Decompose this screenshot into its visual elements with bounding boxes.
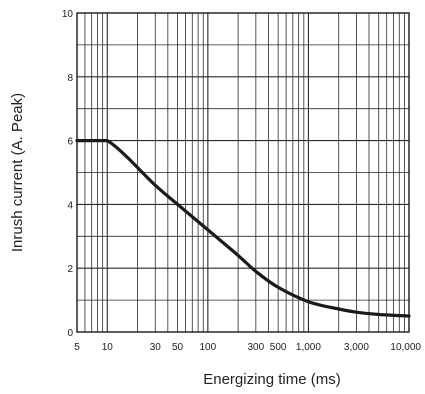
- x-tick-label: 10: [102, 342, 114, 353]
- x-tick-label: 10,000: [390, 342, 421, 353]
- y-axis-title: Inrush current (A. Peak): [9, 93, 26, 252]
- x-tick-label: 500: [270, 342, 287, 353]
- y-tick-label: 2: [67, 264, 73, 275]
- series-layer: [75, 139, 411, 318]
- grid: [76, 13, 409, 332]
- y-tick-label: 0: [67, 328, 73, 339]
- x-tick-label: 100: [200, 342, 217, 353]
- x-tick-label: 5: [74, 342, 80, 353]
- y-tick-label: 8: [67, 73, 73, 84]
- x-tick-label: 50: [172, 342, 184, 353]
- x-tick-label: 3,000: [344, 342, 369, 353]
- x-tick-label: 1,000: [296, 342, 321, 353]
- y-tick-label: 6: [67, 137, 73, 148]
- y-tick-label: 10: [62, 9, 74, 20]
- x-tick-labels: 5 10 30 50 100 300 500 1,000 3,000 10,000: [74, 342, 421, 353]
- y-tick-labels: 0 2 4 6 8 10: [62, 9, 74, 339]
- x-axis-title: Energizing time (ms): [203, 371, 341, 388]
- series-line-0: [75, 139, 411, 318]
- x-tick-label: 30: [150, 342, 162, 353]
- y-tick-label: 4: [67, 200, 73, 211]
- plot-frame: [76, 12, 410, 333]
- x-tick-label: 300: [247, 342, 264, 353]
